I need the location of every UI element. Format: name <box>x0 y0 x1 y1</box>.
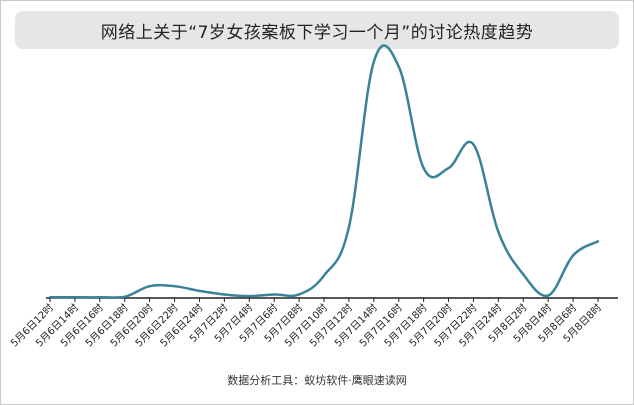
data-point <box>447 166 450 170</box>
data-point <box>596 240 600 243</box>
data-point <box>347 225 351 229</box>
data-point <box>497 230 500 234</box>
data-point <box>422 166 425 170</box>
data-point <box>522 273 525 276</box>
series-line <box>50 44 599 299</box>
data-point <box>198 289 201 293</box>
chart-title-bar: 网络上关于“7岁女孩案板下学习一个月”的讨论热度趋势 <box>15 11 619 49</box>
data-point <box>98 296 102 299</box>
data-point <box>397 65 400 68</box>
data-point <box>123 295 126 299</box>
data-point <box>372 60 376 64</box>
chart-title: 网络上关于“7岁女孩案板下学习一个月”的讨论热度趋势 <box>100 22 534 43</box>
plot-area: 5月6日12时5月6日14时5月6日16时5月6日18时5月6日20时5月6日2… <box>8 44 618 349</box>
data-point <box>48 296 52 299</box>
data-point <box>248 294 251 298</box>
data-point <box>297 293 301 296</box>
data-point <box>472 143 475 146</box>
data-point <box>223 293 226 296</box>
data-point <box>322 274 326 277</box>
source-note: 数据分析工具：蚁坊软件·鹰眼速读网 <box>227 374 407 387</box>
data-point <box>73 296 77 299</box>
data-point <box>272 293 276 296</box>
data-point <box>571 254 575 257</box>
data-point <box>148 284 151 288</box>
data-point <box>173 284 176 288</box>
data-point <box>546 294 550 297</box>
